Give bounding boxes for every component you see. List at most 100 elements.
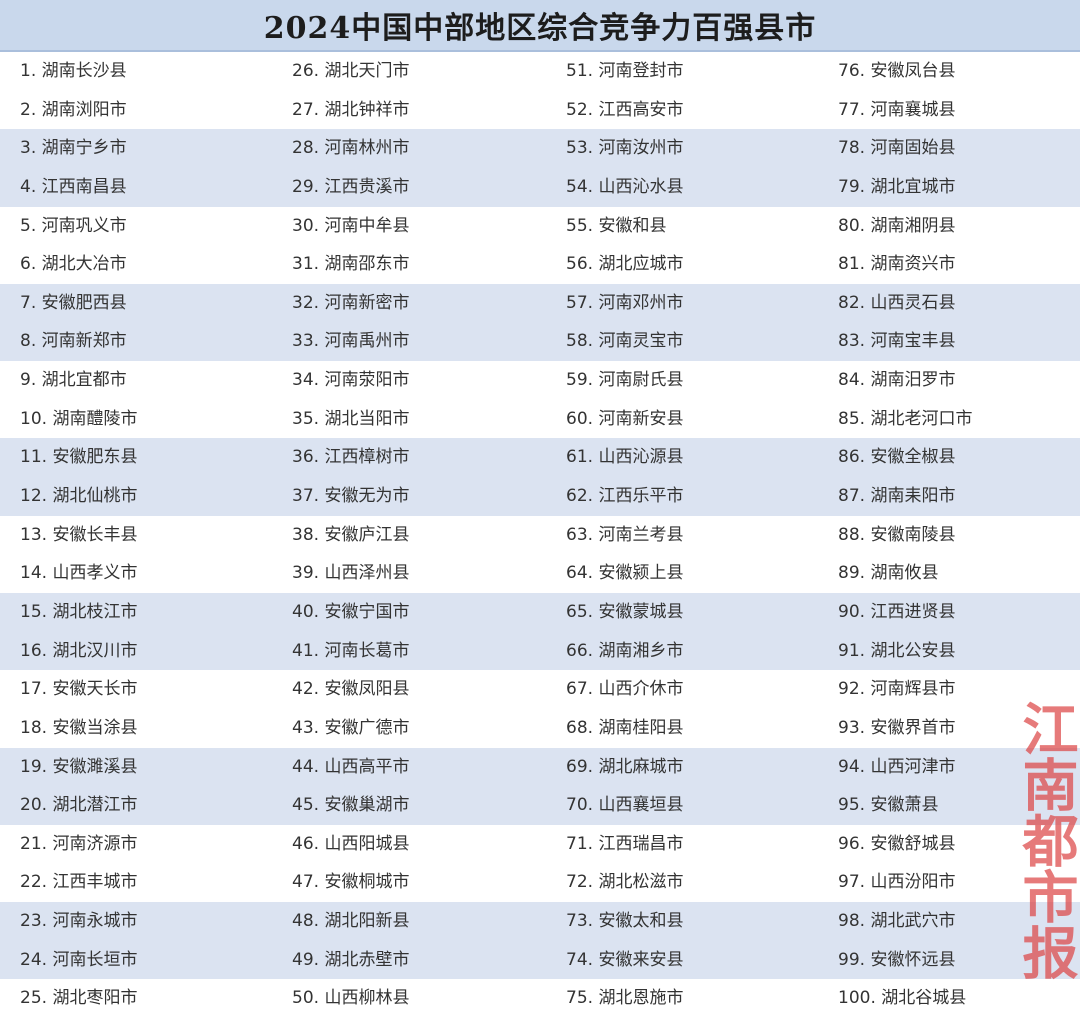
ranking-entry: 76. 安徽凤台县 bbox=[838, 61, 956, 81]
table-row: 5. 河南巩义市 30. 河南中牟县 55. 安徽和县 80. 湖南湘阴县 bbox=[0, 207, 1080, 246]
ranking-entry: 62. 江西乐平市 bbox=[566, 486, 684, 507]
ranking-entry: 99. 安徽怀远县 bbox=[838, 949, 956, 970]
table-row: 20. 湖北潜江市 45. 安徽巢湖市 70. 山西襄垣县 95. 安徽萧县 bbox=[0, 786, 1080, 825]
ranking-entry: 71. 江西瑞昌市 bbox=[566, 833, 684, 854]
ranking-entry: 53. 河南汝州市 bbox=[566, 138, 684, 159]
table-row: 18. 安徽当涂县 43. 安徽广德市 68. 湖南桂阳县 93. 安徽界首市 bbox=[0, 709, 1080, 748]
table-row: 24. 河南长垣市 49. 湖北赤壁市 74. 安徽来安县 99. 安徽怀远县 bbox=[0, 940, 1080, 980]
ranking-entry: 13. 安徽长丰县 bbox=[20, 524, 138, 545]
ranking-entry: 27. 湖北钟祥市 bbox=[292, 99, 410, 120]
ranking-entry: 34. 河南荥阳市 bbox=[292, 370, 410, 391]
ranking-entry: 97. 山西汾阳市 bbox=[838, 872, 956, 893]
ranking-entry: 58. 河南灵宝市 bbox=[566, 331, 684, 352]
ranking-entry: 59. 河南尉氏县 bbox=[566, 370, 684, 391]
ranking-entry: 89. 湖南攸县 bbox=[838, 563, 939, 584]
table-row: 13. 安徽长丰县 38. 安徽庐江县 63. 河南兰考县 88. 安徽南陵县 bbox=[0, 516, 1080, 555]
table-row: 1. 湖南长沙县 26. 湖北天门市 51. 河南登封市 76. 安徽凤台县 bbox=[0, 52, 1080, 91]
ranking-entry: 57. 河南邓州市 bbox=[566, 292, 684, 313]
ranking-entry: 42. 安徽凤阳县 bbox=[292, 679, 410, 700]
table-row: 2. 湖南浏阳市 27. 湖北钟祥市 52. 江西高安市 77. 河南襄城县 bbox=[0, 91, 1080, 130]
ranking-entry: 83. 河南宝丰县 bbox=[838, 331, 956, 352]
ranking-entry: 22. 江西丰城市 bbox=[20, 872, 138, 893]
ranking-entry: 93. 安徽界首市 bbox=[838, 717, 956, 738]
table-row: 8. 河南新郑市 33. 河南禹州市 58. 河南灵宝市 83. 河南宝丰县 bbox=[0, 322, 1080, 362]
ranking-entry: 100. 湖北谷城县 bbox=[838, 988, 967, 1009]
table-row: 9. 湖北宜都市 34. 河南荥阳市 59. 河南尉氏县 84. 湖南汨罗市 bbox=[0, 361, 1080, 400]
ranking-entry: 75. 湖北恩施市 bbox=[566, 988, 684, 1009]
ranking-entry: 12. 湖北仙桃市 bbox=[20, 486, 138, 507]
ranking-entry: 23. 河南永城市 bbox=[20, 911, 138, 932]
table-row: 3. 湖南宁乡市 28. 河南林州市 53. 河南汝州市 78. 河南固始县 bbox=[0, 129, 1080, 168]
table-row: 15. 湖北枝江市 40. 安徽宁国市 65. 安徽蒙城县 90. 江西进贤县 bbox=[0, 592, 1080, 632]
table-row: 22. 江西丰城市 47. 安徽桐城市 72. 湖北松滋市 97. 山西汾阳市 bbox=[0, 863, 1080, 902]
table-row: 16. 湖北汉川市 41. 河南长葛市 66. 湖南湘乡市 91. 湖北公安县 bbox=[0, 631, 1080, 671]
ranking-entry: 17. 安徽天长市 bbox=[20, 679, 138, 700]
table-row: 6. 湖北大冶市 31. 湖南邵东市 56. 湖北应城市 81. 湖南资兴市 bbox=[0, 245, 1080, 284]
ranking-entry: 7. 安徽肥西县 bbox=[20, 292, 127, 313]
ranking-table: 1. 湖南长沙县 26. 湖北天门市 51. 河南登封市 76. 安徽凤台县 2. 湖南… bbox=[0, 52, 1080, 1018]
ranking-entry: 45. 安徽巢湖市 bbox=[292, 795, 410, 816]
ranking-entry: 26. 湖北天门市 bbox=[292, 61, 410, 81]
ranking-entry: 94. 山西河津市 bbox=[838, 756, 956, 777]
ranking-entry: 96. 安徽舒城县 bbox=[838, 833, 956, 854]
ranking-entry: 19. 安徽濉溪县 bbox=[20, 756, 138, 777]
ranking-entry: 92. 河南辉县市 bbox=[838, 679, 956, 700]
ranking-entry: 91. 湖北公安县 bbox=[838, 640, 956, 661]
ranking-entry: 50. 山西柳林县 bbox=[292, 988, 410, 1009]
ranking-entry: 84. 湖南汨罗市 bbox=[838, 370, 956, 391]
ranking-entry: 32. 河南新密市 bbox=[292, 292, 410, 313]
ranking-entry: 2. 湖南浏阳市 bbox=[20, 99, 127, 120]
ranking-entry: 43. 安徽广德市 bbox=[292, 717, 410, 738]
ranking-entry: 14. 山西孝义市 bbox=[20, 563, 138, 584]
ranking-entry: 20. 湖北潜江市 bbox=[20, 795, 138, 816]
ranking-entry: 56. 湖北应城市 bbox=[566, 254, 684, 275]
ranking-entry: 98. 湖北武穴市 bbox=[838, 911, 956, 932]
ranking-entry: 30. 河南中牟县 bbox=[292, 215, 410, 236]
ranking-entry: 44. 山西高平市 bbox=[292, 756, 410, 777]
ranking-entry: 66. 湖南湘乡市 bbox=[566, 640, 684, 661]
ranking-entry: 90. 江西进贤县 bbox=[838, 601, 956, 622]
ranking-entry: 54. 山西沁水县 bbox=[566, 176, 684, 197]
ranking-entry: 40. 安徽宁国市 bbox=[292, 601, 410, 622]
ranking-entry: 79. 湖北宜城市 bbox=[838, 176, 956, 197]
ranking-entry: 25. 湖北枣阳市 bbox=[20, 988, 138, 1009]
ranking-entry: 61. 山西沁源县 bbox=[566, 447, 684, 468]
ranking-entry: 82. 山西灵石县 bbox=[838, 292, 956, 313]
ranking-entry: 11. 安徽肥东县 bbox=[20, 447, 138, 468]
ranking-entry: 46. 山西阳城县 bbox=[292, 833, 410, 854]
ranking-entry: 4. 江西南昌县 bbox=[20, 176, 127, 197]
ranking-entry: 8. 河南新郑市 bbox=[20, 331, 127, 352]
table-row: 11. 安徽肥东县 36. 江西樟树市 61. 山西沁源县 86. 安徽全椒县 bbox=[0, 438, 1080, 478]
ranking-entry: 38. 安徽庐江县 bbox=[292, 524, 410, 545]
ranking-entry: 24. 河南长垣市 bbox=[20, 949, 138, 970]
ranking-entry: 69. 湖北麻城市 bbox=[566, 756, 684, 777]
ranking-entry: 63. 河南兰考县 bbox=[566, 524, 684, 545]
table-row: 25. 湖北枣阳市 50. 山西柳林县 75. 湖北恩施市 100. 湖北谷城县 bbox=[0, 979, 1080, 1018]
ranking-entry: 86. 安徽全椒县 bbox=[838, 447, 956, 468]
ranking-entry: 65. 安徽蒙城县 bbox=[566, 601, 684, 622]
table-row: 17. 安徽天长市 42. 安徽凤阳县 67. 山西介休市 92. 河南辉县市 bbox=[0, 670, 1080, 709]
ranking-entry: 74. 安徽来安县 bbox=[566, 949, 684, 970]
ranking-entry: 77. 河南襄城县 bbox=[838, 99, 956, 120]
ranking-entry: 41. 河南长葛市 bbox=[292, 640, 410, 661]
ranking-entry: 49. 湖北赤壁市 bbox=[292, 949, 410, 970]
ranking-entry: 95. 安徽萧县 bbox=[838, 795, 939, 816]
table-row: 12. 湖北仙桃市 37. 安徽无为市 62. 江西乐平市 87. 湖南耒阳市 bbox=[0, 477, 1080, 516]
ranking-entry: 31. 湖南邵东市 bbox=[292, 254, 410, 275]
ranking-entry: 18. 安徽当涂县 bbox=[20, 717, 138, 738]
ranking-entry: 21. 河南济源市 bbox=[20, 833, 138, 854]
ranking-entry: 80. 湖南湘阴县 bbox=[838, 215, 956, 236]
ranking-entry: 1. 湖南长沙县 bbox=[20, 61, 127, 81]
ranking-entry: 67. 山西介休市 bbox=[566, 679, 684, 700]
ranking-entry: 72. 湖北松滋市 bbox=[566, 872, 684, 893]
ranking-entry: 87. 湖南耒阳市 bbox=[838, 486, 956, 507]
ranking-entry: 16. 湖北汉川市 bbox=[20, 640, 138, 661]
ranking-entry: 9. 湖北宜都市 bbox=[20, 370, 127, 391]
ranking-entry: 35. 湖北当阳市 bbox=[292, 408, 410, 429]
ranking-entry: 60. 河南新安县 bbox=[566, 408, 684, 429]
ranking-entry: 5. 河南巩义市 bbox=[20, 215, 127, 236]
table-row: 7. 安徽肥西县 32. 河南新密市 57. 河南邓州市 82. 山西灵石县 bbox=[0, 283, 1080, 323]
ranking-entry: 28. 河南林州市 bbox=[292, 138, 410, 159]
ranking-entry: 81. 湖南资兴市 bbox=[838, 254, 956, 275]
ranking-entry: 68. 湖南桂阳县 bbox=[566, 717, 684, 738]
